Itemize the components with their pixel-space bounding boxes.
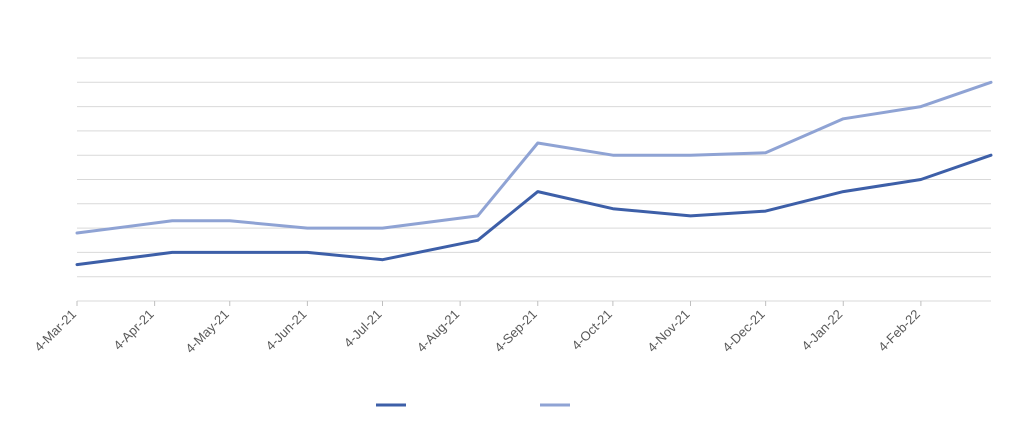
series-layer xyxy=(75,80,993,267)
x-tick-label: 4-Nov-21 xyxy=(644,307,692,355)
x-tick-label: 4-Oct-21 xyxy=(569,307,615,353)
x-tick-label: 4-Jan-22 xyxy=(798,307,845,354)
x-tick-label: 4-Jul-21 xyxy=(341,307,385,351)
x-tick-label: 4-Sep-21 xyxy=(491,307,539,355)
x-tick-label: 4-Jun-21 xyxy=(263,307,310,354)
x-tick-label: 4-Mar-21 xyxy=(31,307,79,355)
x-tick-label: 4-Aug-21 xyxy=(414,307,462,355)
x-tick-label: 4-Feb-22 xyxy=(875,307,923,355)
x-tick-label: 4-May-21 xyxy=(182,307,231,356)
grid-layer xyxy=(77,57,991,278)
x-tick-label: 4-Apr-21 xyxy=(110,307,156,353)
x-tick-label: 4-Dec-21 xyxy=(719,307,767,355)
axis-layer: 4-Mar-21 4-Apr-21 4-May-21 4-Jun-21 4-Jul-21… xyxy=(31,300,991,356)
series-line-2 xyxy=(75,80,993,235)
series-line-1 xyxy=(75,153,993,267)
